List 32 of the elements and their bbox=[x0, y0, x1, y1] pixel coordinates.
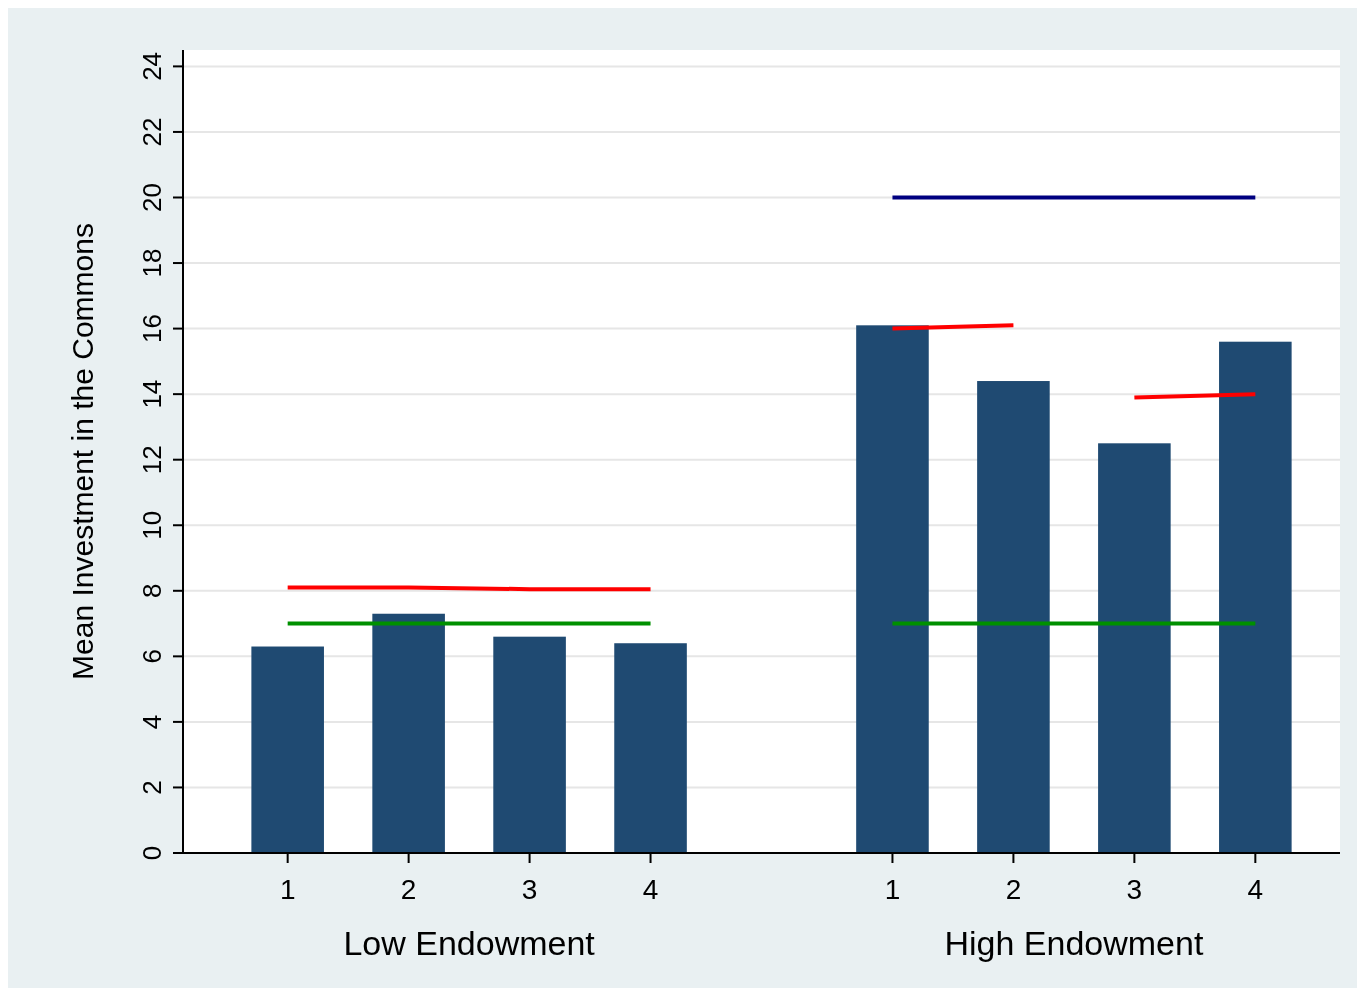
y-tick-label: 2 bbox=[137, 780, 167, 795]
x-tick-label: 4 bbox=[1247, 874, 1264, 905]
x-tick-label: 4 bbox=[642, 874, 659, 905]
x-tick-label: 2 bbox=[1005, 874, 1022, 905]
bar bbox=[614, 643, 687, 853]
bar bbox=[372, 613, 445, 853]
y-tick-label: 14 bbox=[137, 379, 167, 409]
y-tick-label: 0 bbox=[137, 845, 167, 861]
x-tick-label: 3 bbox=[521, 874, 538, 905]
y-tick-label: 18 bbox=[137, 248, 167, 278]
x-tick-label: 1 bbox=[884, 874, 901, 905]
y-tick-label: 8 bbox=[137, 583, 167, 599]
y-tick-label: 4 bbox=[137, 714, 167, 730]
y-tick-label: 20 bbox=[137, 183, 167, 212]
bar bbox=[1219, 341, 1292, 853]
x-tick-label: 1 bbox=[279, 874, 296, 905]
bar bbox=[1098, 443, 1171, 853]
bar bbox=[493, 636, 566, 853]
bar bbox=[856, 325, 929, 853]
bar bbox=[977, 381, 1050, 853]
y-axis-title: Mean Investment in the Commons bbox=[66, 223, 99, 680]
y-tick-label: 22 bbox=[137, 117, 167, 147]
y-tick-label: 10 bbox=[137, 510, 167, 540]
bar bbox=[251, 646, 324, 853]
y-tick-label: 12 bbox=[137, 445, 167, 475]
y-tick-label: 6 bbox=[137, 649, 167, 664]
y-tick-label: 24 bbox=[137, 51, 167, 81]
text: High Endowment bbox=[944, 924, 1204, 962]
x-tick-label: 3 bbox=[1126, 874, 1143, 905]
x-tick-label: 2 bbox=[400, 874, 417, 905]
text: Low Endowment bbox=[343, 924, 596, 962]
y-tick-label: 16 bbox=[137, 314, 167, 344]
